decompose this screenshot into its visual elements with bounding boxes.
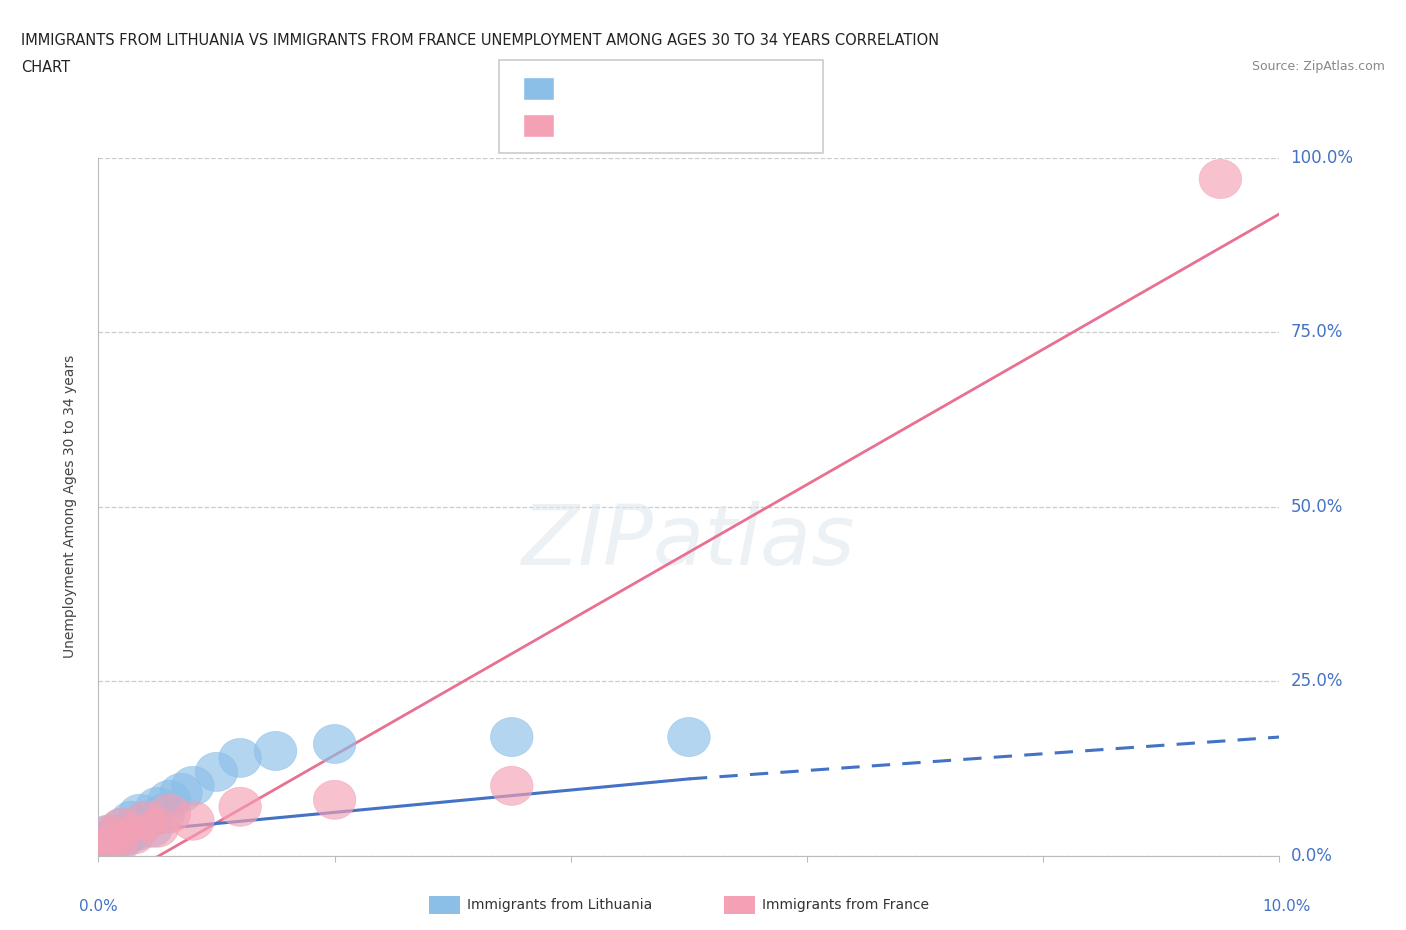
Ellipse shape: [195, 752, 238, 791]
Ellipse shape: [124, 802, 167, 841]
Text: Immigrants from France: Immigrants from France: [762, 897, 929, 912]
Text: Source: ZipAtlas.com: Source: ZipAtlas.com: [1251, 60, 1385, 73]
Text: 100.0%: 100.0%: [1291, 149, 1354, 167]
Ellipse shape: [124, 802, 167, 841]
Ellipse shape: [148, 794, 191, 833]
Ellipse shape: [314, 780, 356, 819]
Ellipse shape: [136, 787, 179, 826]
Text: ZIPatlas: ZIPatlas: [522, 501, 856, 582]
Text: N = 13: N = 13: [689, 118, 747, 133]
Ellipse shape: [101, 808, 143, 847]
Ellipse shape: [131, 808, 173, 847]
Text: CHART: CHART: [21, 60, 70, 75]
Text: Immigrants from Lithuania: Immigrants from Lithuania: [467, 897, 652, 912]
Ellipse shape: [142, 794, 184, 833]
Ellipse shape: [172, 766, 214, 805]
Text: 0.0%: 0.0%: [1291, 846, 1333, 865]
Text: 0.0%: 0.0%: [79, 899, 118, 914]
Ellipse shape: [94, 822, 138, 861]
Ellipse shape: [101, 808, 143, 847]
Ellipse shape: [254, 731, 297, 770]
Y-axis label: Unemployment Among Ages 30 to 34 years: Unemployment Among Ages 30 to 34 years: [63, 355, 77, 658]
Text: IMMIGRANTS FROM LITHUANIA VS IMMIGRANTS FROM FRANCE UNEMPLOYMENT AMONG AGES 30 T: IMMIGRANTS FROM LITHUANIA VS IMMIGRANTS …: [21, 33, 939, 47]
Ellipse shape: [136, 808, 179, 847]
Ellipse shape: [491, 766, 533, 805]
Ellipse shape: [172, 802, 214, 841]
Ellipse shape: [491, 718, 533, 757]
Text: R = 0.825: R = 0.825: [562, 118, 638, 133]
Ellipse shape: [94, 815, 138, 854]
Ellipse shape: [107, 815, 149, 854]
Text: 75.0%: 75.0%: [1291, 324, 1343, 341]
Ellipse shape: [219, 738, 262, 777]
Ellipse shape: [160, 774, 202, 813]
Ellipse shape: [87, 815, 129, 854]
Ellipse shape: [98, 822, 141, 861]
Ellipse shape: [115, 812, 157, 851]
Ellipse shape: [110, 802, 153, 841]
Ellipse shape: [219, 787, 262, 826]
Text: 50.0%: 50.0%: [1291, 498, 1343, 516]
Ellipse shape: [89, 815, 132, 854]
Ellipse shape: [1199, 160, 1241, 199]
Text: 25.0%: 25.0%: [1291, 672, 1343, 690]
Ellipse shape: [89, 826, 132, 865]
Text: N = 24: N = 24: [689, 81, 747, 96]
Ellipse shape: [83, 830, 125, 869]
Ellipse shape: [118, 794, 162, 833]
Text: 10.0%: 10.0%: [1263, 899, 1310, 914]
Ellipse shape: [668, 718, 710, 757]
Ellipse shape: [91, 818, 134, 857]
Ellipse shape: [314, 724, 356, 764]
Text: R = 0.522: R = 0.522: [562, 81, 638, 96]
Ellipse shape: [83, 822, 125, 861]
Ellipse shape: [112, 815, 155, 854]
Ellipse shape: [148, 780, 191, 819]
